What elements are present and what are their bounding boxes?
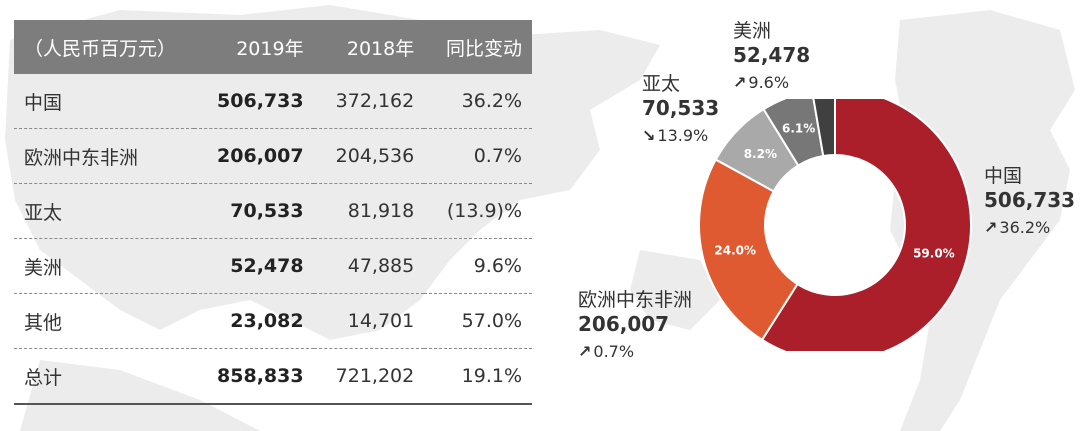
table-row: 亚太 70,533 81,918 (13.9)% (14, 183, 532, 239)
cell-yoy: 57.0% (424, 293, 532, 349)
cell-2018: 372,162 (335, 90, 415, 112)
cell-2018: 81,918 (313, 183, 425, 239)
label-apac-name: 亚太 (642, 73, 681, 95)
table-row: 其他 23,082 14,701 57.0% (14, 293, 532, 349)
header-2019: 2019年 (236, 37, 304, 60)
label-china-change: ↗ 36.2% (984, 218, 1075, 237)
cell-yoy: 0.7% (424, 128, 532, 184)
table-row-total: 总计 858,833 721,202 19.1% (14, 348, 532, 405)
cell-yoy: 36.2% (461, 90, 522, 112)
label-apac-change: ↘ 13.9% (642, 126, 719, 145)
table-header-row: （人民币百万元） 2019年 2018年 同比变动 (14, 20, 532, 74)
label-china: 中国 506,733 ↗ 36.2% (984, 165, 1075, 237)
cell-2018: 14,701 (313, 293, 425, 349)
label-emea-change-value: 0.7% (593, 341, 635, 361)
revenue-table: （人民币百万元） 2019年 2018年 同比变动 中国 506,733 372… (14, 20, 532, 405)
label-china-value: 506,733 (984, 187, 1076, 212)
arrow-up-icon: ↗ (984, 217, 998, 237)
header-yoy: 同比变动 (445, 37, 522, 60)
label-china-name: 中国 (984, 165, 1023, 187)
cell-region: 亚太 (14, 183, 194, 239)
label-apac: 亚太 70,533 ↘ 13.9% (642, 73, 719, 145)
label-americas-change-value: 9.6% (748, 72, 790, 92)
table-row: 欧洲中东非洲 206,007 204,536 0.7% (14, 128, 532, 184)
donut-slice-4 (812, 99, 836, 158)
label-americas-value: 52,478 (733, 42, 811, 67)
revenue-donut-chart: 59.0% 24.0% 8.2% 6.1% (698, 99, 972, 351)
cell-yoy: 9.6% (424, 238, 532, 294)
arrow-up-icon: ↗ (578, 341, 592, 361)
donut-slice-3 (762, 99, 825, 167)
arrow-up-icon: ↗ (733, 72, 747, 92)
donut-slice-0 (760, 99, 972, 351)
label-emea-change: ↗ 0.7% (578, 342, 692, 361)
cell-region: 中国 (24, 91, 63, 114)
label-americas-change: ↗ 9.6% (733, 73, 810, 92)
cell-yoy: (13.9)% (424, 183, 532, 239)
label-china-change-value: 36.2% (999, 217, 1051, 237)
cell-region: 美洲 (14, 238, 194, 294)
label-emea: 欧洲中东非洲 206,007 ↗ 0.7% (578, 289, 692, 361)
table-row: 美洲 52,478 47,885 9.6% (14, 238, 532, 294)
donut-slice-label-1: 24.0% (714, 244, 756, 258)
label-apac-change-value: 13.9% (657, 125, 709, 145)
cell-region: 欧洲中东非洲 (14, 128, 194, 184)
label-emea-value: 206,007 (578, 311, 670, 336)
cell-2018: 721,202 (313, 348, 425, 405)
donut-slice-1 (698, 158, 799, 342)
donut-slice-label-2: 8.2% (744, 147, 777, 161)
cell-2019: 506,733 (217, 90, 304, 112)
cell-2018: 47,885 (313, 238, 425, 294)
cell-2019: 206,007 (194, 128, 314, 184)
label-americas-name: 美洲 (733, 20, 772, 42)
header-2018: 2018年 (346, 37, 415, 60)
arrow-down-icon: ↘ (642, 125, 656, 145)
label-americas: 美洲 52,478 ↗ 9.6% (733, 20, 810, 92)
cell-region: 其他 (14, 293, 194, 349)
donut-slice-label-3: 6.1% (782, 122, 815, 136)
cell-2019: 52,478 (194, 238, 314, 294)
cell-2019: 70,533 (194, 183, 314, 239)
cell-2018: 204,536 (313, 128, 425, 184)
header-region: （人民币百万元） (24, 37, 177, 60)
cell-region: 总计 (14, 348, 194, 405)
table-row: 中国 506,733 372,162 36.2% (14, 74, 532, 129)
cell-2019: 858,833 (194, 348, 314, 405)
cell-yoy: 19.1% (424, 348, 532, 405)
label-apac-value: 70,533 (642, 95, 720, 120)
donut-slice-label-0: 59.0% (913, 247, 955, 261)
label-emea-name: 欧洲中东非洲 (578, 289, 693, 311)
cell-2019: 23,082 (194, 293, 314, 349)
